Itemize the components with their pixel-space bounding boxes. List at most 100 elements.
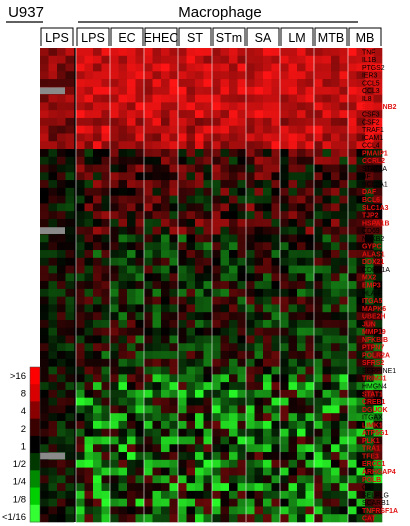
gene-label: SERPINB2 <box>362 104 397 111</box>
heatmap-cell <box>280 63 289 72</box>
heatmap-cell <box>271 382 281 391</box>
heatmap-cell <box>127 498 136 507</box>
heatmap-cell <box>144 234 153 243</box>
heatmap-cell <box>169 242 179 251</box>
heatmap-cell <box>212 195 221 204</box>
heatmap-cell <box>246 172 255 181</box>
heatmap-cell <box>152 55 162 64</box>
heatmap-cell <box>57 296 66 305</box>
heatmap-cell <box>57 397 66 406</box>
gene-label: DAF <box>362 189 376 196</box>
heatmap-cell <box>186 172 196 181</box>
heatmap-cell <box>40 164 49 173</box>
heatmap-cell <box>373 71 383 80</box>
heatmap-cell <box>288 459 298 468</box>
heatmap-cell <box>48 358 58 367</box>
heatmap-cell <box>144 63 153 72</box>
heatmap-cell <box>246 102 255 111</box>
heatmap-cell <box>161 397 170 406</box>
heatmap-cell <box>305 94 315 103</box>
heatmap-cell <box>356 125 366 134</box>
heatmap-cell <box>365 141 374 150</box>
heatmap-cell <box>144 125 153 134</box>
heatmap-cell <box>178 242 187 251</box>
heatmap-cell <box>280 203 289 212</box>
heatmap-cell <box>365 265 374 274</box>
heatmap-cell <box>331 234 340 243</box>
heatmap-cell <box>314 203 323 212</box>
heatmap-cell <box>322 133 332 142</box>
heatmap-cell <box>263 195 272 204</box>
heatmap-cell <box>365 319 374 329</box>
heatmap-cell <box>93 343 102 352</box>
heatmap-cell <box>331 141 340 150</box>
heatmap-cell <box>186 514 196 523</box>
heatmap-cell <box>135 351 145 360</box>
heatmap-cell <box>65 312 75 321</box>
heatmap-cell <box>288 242 298 251</box>
condition-bracket <box>110 27 144 46</box>
heatmap-cell <box>144 343 153 352</box>
heatmap-cell <box>339 413 349 422</box>
heatmap-cell <box>237 203 247 212</box>
heatmap-cell <box>220 475 230 484</box>
heatmap-cell <box>246 71 255 80</box>
heatmap-cell <box>331 351 340 360</box>
heatmap-cell <box>288 467 298 476</box>
heatmap-cell <box>195 149 204 158</box>
heatmap-cell <box>365 110 374 119</box>
heatmap-cell <box>84 125 94 134</box>
heatmap-cell <box>212 110 221 119</box>
heatmap-cell <box>297 490 306 499</box>
heatmap-cell <box>331 327 340 336</box>
heatmap-cell <box>246 203 255 212</box>
heatmap-cell <box>373 149 383 158</box>
heatmap-cell <box>178 366 187 375</box>
heatmap-cell <box>212 55 221 64</box>
heatmap-cell <box>305 420 315 430</box>
heatmap-cell <box>144 110 153 119</box>
heatmap-cell <box>297 335 306 344</box>
heatmap-cell <box>40 172 49 181</box>
heatmap-cell <box>220 490 230 499</box>
heatmap-cell <box>305 335 315 344</box>
heatmap-cell <box>65 211 75 220</box>
heatmap-cell <box>135 366 145 375</box>
heatmap-cell <box>93 288 102 297</box>
heatmap-cell <box>76 514 85 523</box>
legend-swatch <box>30 418 40 428</box>
heatmap-cell <box>84 250 94 259</box>
heatmap-cell <box>348 55 357 64</box>
heatmap-cell <box>254 413 264 422</box>
heatmap-cell <box>348 110 357 119</box>
heatmap-cell <box>254 382 264 391</box>
heatmap-cell <box>322 452 332 461</box>
heatmap-cell <box>203 141 213 150</box>
heatmap-cell <box>169 281 179 290</box>
heatmap-cell <box>356 343 366 352</box>
heatmap-cell <box>229 312 238 321</box>
heatmap-cell <box>356 172 366 181</box>
heatmap-cell <box>246 498 255 507</box>
heatmap-cell <box>178 335 187 344</box>
heatmap-cell <box>220 351 230 360</box>
heatmap-cell <box>169 226 179 235</box>
heatmap-cell <box>365 475 374 484</box>
heatmap-cell <box>220 304 230 313</box>
heatmap-cell <box>169 343 179 352</box>
heatmap-cell <box>195 444 204 453</box>
heatmap-cell <box>212 226 221 235</box>
heatmap-cell <box>297 397 306 406</box>
heatmap-cell <box>169 428 179 437</box>
heatmap-cell <box>331 71 340 80</box>
heatmap-cell <box>57 187 66 196</box>
heatmap-cell <box>365 514 374 523</box>
heatmap-cell <box>288 187 298 196</box>
heatmap-cell <box>76 490 85 499</box>
heatmap-cell <box>305 358 315 367</box>
heatmap-cell <box>280 459 289 468</box>
heatmap-cell <box>297 405 306 414</box>
heatmap-cell <box>305 79 315 88</box>
heatmap-cell <box>48 172 58 181</box>
heatmap-cell <box>65 428 75 437</box>
